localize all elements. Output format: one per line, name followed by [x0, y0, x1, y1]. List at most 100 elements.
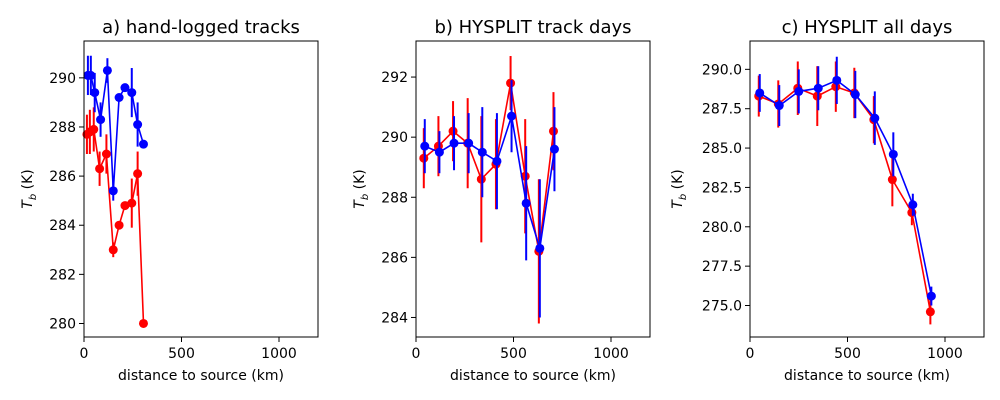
x-axis-label: distance to source (km) [118, 368, 284, 384]
x-axis-label: distance to source (km) [450, 368, 616, 384]
data-point-blue [755, 88, 765, 98]
data-point-blue [549, 144, 559, 154]
data-point-blue [908, 200, 918, 210]
y-axis-label-symbol: T [20, 199, 36, 209]
data-point-red [89, 124, 99, 134]
y-tick-label: 277.5 [702, 259, 742, 275]
x-tick-label: 0 [80, 346, 89, 362]
y-tick-label: 284 [49, 218, 76, 234]
y-axis-label-subscript: b [360, 194, 371, 200]
data-point-red [114, 220, 124, 230]
x-tick-label: 1000 [927, 346, 963, 362]
series-blue [83, 55, 148, 201]
y-axis-label: Tb (K) [352, 169, 371, 208]
data-point-blue [108, 186, 118, 196]
y-tick-label: 282.5 [702, 180, 742, 196]
data-point-blue [434, 147, 444, 157]
y-axis-label-subscript: b [678, 194, 689, 200]
y-tick-label: 288 [49, 120, 76, 136]
x-tick-label: 500 [500, 346, 527, 362]
y-tick-label: 282 [49, 267, 76, 283]
x-tick-label: 1000 [593, 346, 629, 362]
data-point-red [138, 318, 148, 328]
data-point-blue [96, 115, 106, 125]
y-tick-label: 292 [381, 70, 408, 86]
data-point-blue [870, 113, 880, 123]
data-point-blue [133, 120, 143, 130]
y-tick-label: 275.0 [702, 299, 742, 315]
data-point-blue [507, 111, 517, 121]
data-point-blue [420, 141, 430, 151]
y-tick-label: 285.0 [702, 141, 742, 157]
y-tick-label: 280.0 [702, 220, 742, 236]
data-point-red [925, 307, 935, 317]
data-point-blue [832, 75, 842, 85]
chart-title: a) hand-logged tracks [102, 17, 300, 38]
y-tick-label: 290.0 [702, 62, 742, 78]
chart-title: b) HYSPLIT track days [434, 17, 631, 38]
data-point-blue [449, 138, 459, 148]
y-axis-label-subscript: b [28, 194, 39, 200]
data-point-blue [127, 88, 137, 98]
x-axis-label: distance to source (km) [784, 368, 950, 384]
y-tick-label: 288 [381, 190, 408, 206]
data-point-blue [464, 138, 474, 148]
data-point-blue [774, 101, 784, 111]
series-blue [420, 80, 559, 318]
data-point-blue [850, 90, 860, 100]
y-tick-label: 290 [381, 130, 408, 146]
plot-frame [83, 40, 319, 338]
data-point-blue [90, 88, 100, 98]
data-point-red [120, 201, 130, 211]
series-line-blue [424, 115, 556, 249]
series-line-red [423, 82, 555, 252]
y-axis-label-unit: (K) [20, 169, 36, 194]
data-point-blue [477, 147, 487, 157]
series-red [419, 56, 558, 324]
data-point-blue [120, 83, 130, 93]
series-blue [755, 56, 936, 306]
panel-c: c) HYSPLIT all days 0 500 1000 275.0 277.5 280… [670, 17, 985, 384]
y-tick-label: 286 [49, 169, 76, 185]
data-point-red [127, 198, 137, 208]
data-point-red [101, 149, 111, 159]
y-axis-label-symbol: T [352, 199, 368, 209]
data-point-red [108, 245, 118, 255]
plot-frame [749, 40, 985, 338]
x-tick-label: 500 [834, 346, 861, 362]
data-point-blue [794, 86, 804, 96]
data-point-blue [102, 65, 112, 75]
y-tick-label: 290 [49, 71, 76, 87]
series-line-red [758, 85, 932, 312]
series-line-blue [759, 79, 933, 297]
data-point-blue [813, 83, 823, 93]
data-point-blue [114, 92, 124, 102]
panel-b: b) HYSPLIT track days 0 500 1000 284 286 288 29… [352, 17, 651, 384]
data-point-blue [535, 243, 545, 253]
y-axis-label-unit: (K) [670, 169, 686, 194]
y-axis-label: Tb (K) [670, 169, 689, 208]
data-point-blue [86, 70, 96, 80]
x-tick-label: 1000 [261, 346, 297, 362]
y-tick-label: 280 [49, 316, 76, 332]
data-point-blue [926, 291, 936, 301]
x-tick-label: 500 [168, 346, 195, 362]
x-tick-label: 0 [746, 346, 755, 362]
data-point-red [887, 175, 897, 185]
data-point-red [133, 169, 143, 179]
chart-title: c) HYSPLIT all days [782, 17, 953, 38]
data-point-blue [521, 198, 531, 208]
y-axis-label-symbol: T [670, 199, 686, 209]
y-tick-label: 284 [381, 310, 408, 326]
data-point-red [95, 164, 105, 174]
panel-a: a) hand-logged tracks 0 500 1000 280 282 284 28… [20, 17, 319, 384]
data-point-blue [888, 149, 898, 159]
series-red [82, 107, 148, 328]
y-tick-label: 286 [381, 250, 408, 266]
plot-frame [415, 40, 651, 338]
y-tick-label: 287.5 [702, 102, 742, 118]
data-point-blue [138, 139, 148, 149]
x-tick-label: 0 [412, 346, 421, 362]
y-axis-label-unit: (K) [352, 169, 368, 194]
